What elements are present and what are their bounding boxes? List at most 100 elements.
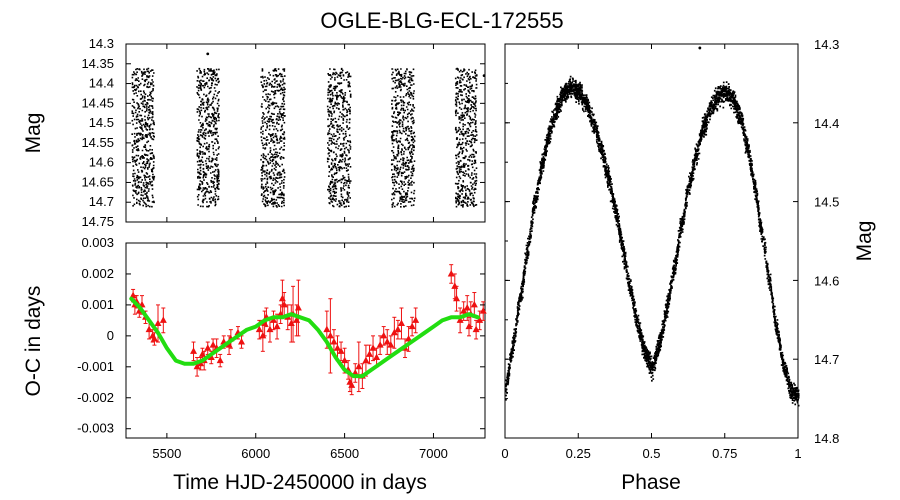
oc-ytick-label: 0 xyxy=(107,328,114,343)
oc-marker xyxy=(209,341,217,348)
oc-marker xyxy=(333,344,341,351)
oc-marker xyxy=(376,341,384,348)
oc-marker xyxy=(470,300,478,308)
oc-marker xyxy=(405,334,413,342)
phase-ytick-label: 14.8 xyxy=(814,431,839,446)
oc-marker xyxy=(341,356,349,364)
phase-xtick-label: 0.25 xyxy=(566,446,591,461)
oc-observation xyxy=(365,344,373,365)
oc-observation xyxy=(270,310,278,331)
oc-observation xyxy=(397,307,405,340)
lightcurve-ytick-label: 14.35 xyxy=(81,56,114,71)
oc-marker xyxy=(465,322,473,330)
oc-marker xyxy=(154,319,162,326)
lightcurve-ytick-label: 14.6 xyxy=(89,155,114,170)
oc-marker xyxy=(453,294,461,302)
lightcurve-panel: 14.3 14.35 14.4 14.45 14.5 14.55 14.6 14.65 14.7… xyxy=(22,36,486,229)
oc-observation xyxy=(376,335,384,355)
oc-ytick-label: 0.001 xyxy=(81,297,114,312)
oc-marker xyxy=(447,269,455,277)
oc-observation xyxy=(369,335,377,362)
oc-observation xyxy=(326,298,334,374)
oc-observation xyxy=(405,326,413,352)
oc-marker xyxy=(369,344,377,351)
phase-xtick-label: 0 xyxy=(501,446,508,461)
oc-marker xyxy=(394,325,402,333)
oc-ytick-label: 0.002 xyxy=(81,266,114,281)
phase-ticks: 14.3 14.4 14.5 14.6 14.7 14.8 0 0.25 0.5 0.75 1 xyxy=(501,37,839,461)
oc-observation xyxy=(456,307,464,334)
oc-marker xyxy=(362,356,370,364)
oc-observation xyxy=(453,285,461,312)
phase-xlabel: Phase xyxy=(621,471,681,494)
oc-xtick-label: 6000 xyxy=(241,446,270,461)
oc-marker xyxy=(145,325,153,333)
lightcurve-ytick-label: 14.75 xyxy=(81,214,114,229)
oc-marker xyxy=(255,325,263,333)
phase-panel: 14.3 14.4 14.5 14.6 14.7 14.8 0 0.25 0.5 0.75 1 Ma… xyxy=(501,37,876,494)
oc-marker xyxy=(355,362,363,370)
oc-ytick-label: -0.003 xyxy=(77,421,114,436)
oc-marker xyxy=(383,338,391,345)
oc-ylabel: O-C in days xyxy=(22,286,45,397)
oc-ytick-label: -0.002 xyxy=(77,390,114,405)
phase-xtick-label: 1 xyxy=(794,446,801,461)
oc-observation xyxy=(159,307,167,334)
oc-xtick-label: 5500 xyxy=(152,446,181,461)
phase-outlier-point xyxy=(698,46,702,50)
oc-marker xyxy=(193,362,201,370)
oc-xtick-label: 6500 xyxy=(330,446,359,461)
oc-marker xyxy=(150,334,158,342)
oc-marker xyxy=(266,325,274,333)
lightcurve-ytick-label: 14.4 xyxy=(89,76,114,91)
phase-xtick-label: 0.75 xyxy=(712,446,737,461)
phase-ytick-label: 14.4 xyxy=(814,116,839,131)
lightcurve-ytick-label: 14.3 xyxy=(89,36,114,51)
lightcurve-ylabel: Mag xyxy=(22,113,45,154)
oc-ytick-label: -0.001 xyxy=(77,359,114,374)
oc-observation xyxy=(262,307,270,328)
oc-xlabel: Time HJD-2450000 in days xyxy=(173,471,427,494)
lightcurve-season-points xyxy=(131,67,478,208)
oc-marker xyxy=(390,328,398,336)
oc-marker xyxy=(280,300,288,308)
oc-observation xyxy=(355,341,363,393)
oc-observation xyxy=(238,335,246,349)
oc-observation xyxy=(204,341,212,355)
oc-observation xyxy=(476,310,484,331)
phase-ytick-label: 14.5 xyxy=(814,195,839,210)
lightcurve-points xyxy=(131,52,486,208)
oc-observation xyxy=(408,316,416,337)
oc-marker xyxy=(216,356,224,364)
oc-marker xyxy=(412,316,420,323)
oc-marker xyxy=(330,338,338,345)
phase-ylabel: Mag xyxy=(853,221,876,262)
phase-ytick-label: 14.6 xyxy=(814,273,839,288)
oc-marker xyxy=(259,331,267,339)
oc-model-line xyxy=(129,296,480,379)
oc-marker xyxy=(294,304,302,311)
lightcurve-ytick-label: 14.55 xyxy=(81,135,114,150)
phase-frame xyxy=(504,43,799,439)
lightcurve-ytick-label: 14.45 xyxy=(81,95,114,110)
oc-observation xyxy=(390,316,398,349)
oc-marker xyxy=(348,381,356,388)
oc-frame xyxy=(125,242,486,439)
lightcurve-frame xyxy=(125,43,486,223)
oc-marker xyxy=(373,353,381,361)
oc-observation xyxy=(387,335,395,355)
oc-model xyxy=(129,296,480,379)
oc-marker xyxy=(387,341,395,348)
oc-marker xyxy=(159,316,167,323)
oc-marker xyxy=(408,322,416,330)
oc-ytick-label: 0.003 xyxy=(81,235,114,250)
oc-observation xyxy=(394,319,402,340)
oc-marker xyxy=(456,316,464,323)
oc-ticks: 0.003 0.002 0.001 0 -0.001 -0.002 -0.003 5500 60… xyxy=(77,235,485,461)
phase-ytick-label: 14.7 xyxy=(814,352,839,367)
oc-marker xyxy=(326,331,334,339)
lightcurve-ytick-label: 14.7 xyxy=(89,194,114,209)
oc-marker xyxy=(397,319,405,326)
oc-panel: 0.003 0.002 0.001 0 -0.001 -0.002 -0.003 5500 60… xyxy=(22,235,487,494)
